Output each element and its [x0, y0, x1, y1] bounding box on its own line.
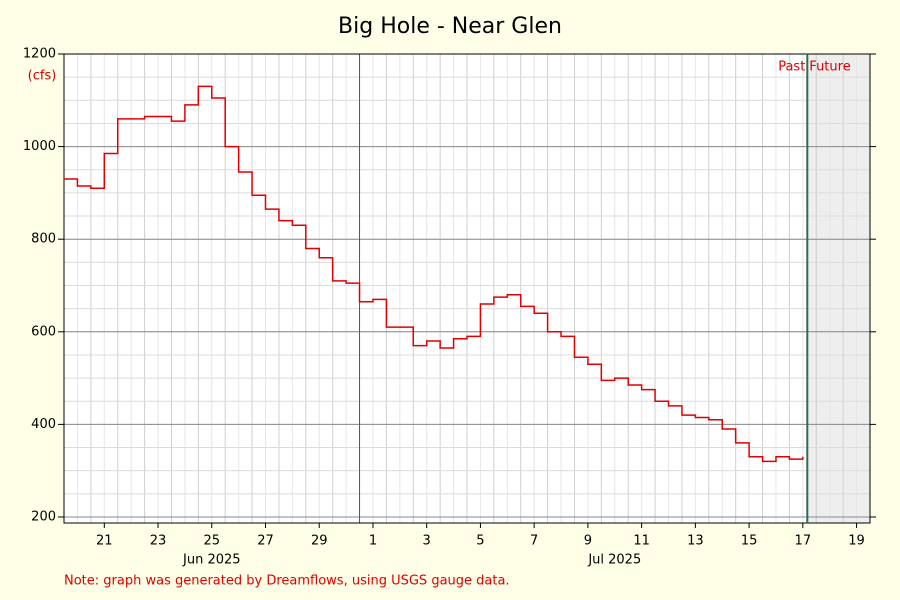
- y-tick-label: 200: [31, 509, 56, 524]
- x-tick-label: 11: [633, 534, 650, 549]
- x-tick-label: 17: [795, 534, 812, 549]
- x-tick-label: 21: [96, 534, 113, 549]
- y-axis-label: (cfs): [28, 69, 57, 84]
- x-tick-label: 29: [311, 534, 328, 549]
- y-tick-label: 1200: [23, 47, 56, 62]
- x-tick-label: 1: [369, 534, 377, 549]
- note: Note: graph was generated by Dreamflows,…: [64, 574, 510, 589]
- x-tick-label: 7: [530, 534, 538, 549]
- x-tick-label: 27: [257, 534, 274, 549]
- x-tick-label: 9: [584, 534, 592, 549]
- x-tick-label: 23: [150, 534, 167, 549]
- y-tick-label: 400: [31, 417, 56, 432]
- future-label: Future: [809, 60, 850, 75]
- x-tick-label: 3: [423, 534, 431, 549]
- flow-line: [64, 85, 804, 463]
- x-tick-label: 13: [687, 534, 704, 549]
- chart-title: Big Hole - Near Glen: [338, 14, 562, 39]
- x-tick-label: 5: [476, 534, 484, 549]
- future-region: [807, 54, 870, 523]
- past-label: Past: [778, 60, 805, 75]
- x-tick-label: 15: [741, 534, 758, 549]
- x-tick-label: 25: [203, 534, 220, 549]
- plot-frame: [63, 53, 871, 524]
- y-tick-label: 600: [31, 324, 56, 339]
- month-label: Jul 2025: [587, 553, 641, 568]
- x-tick-label: 19: [848, 534, 865, 549]
- month-label: Jun 2025: [182, 553, 241, 568]
- y-tick-label: 800: [31, 232, 56, 247]
- y-tick-label: 1000: [23, 139, 56, 154]
